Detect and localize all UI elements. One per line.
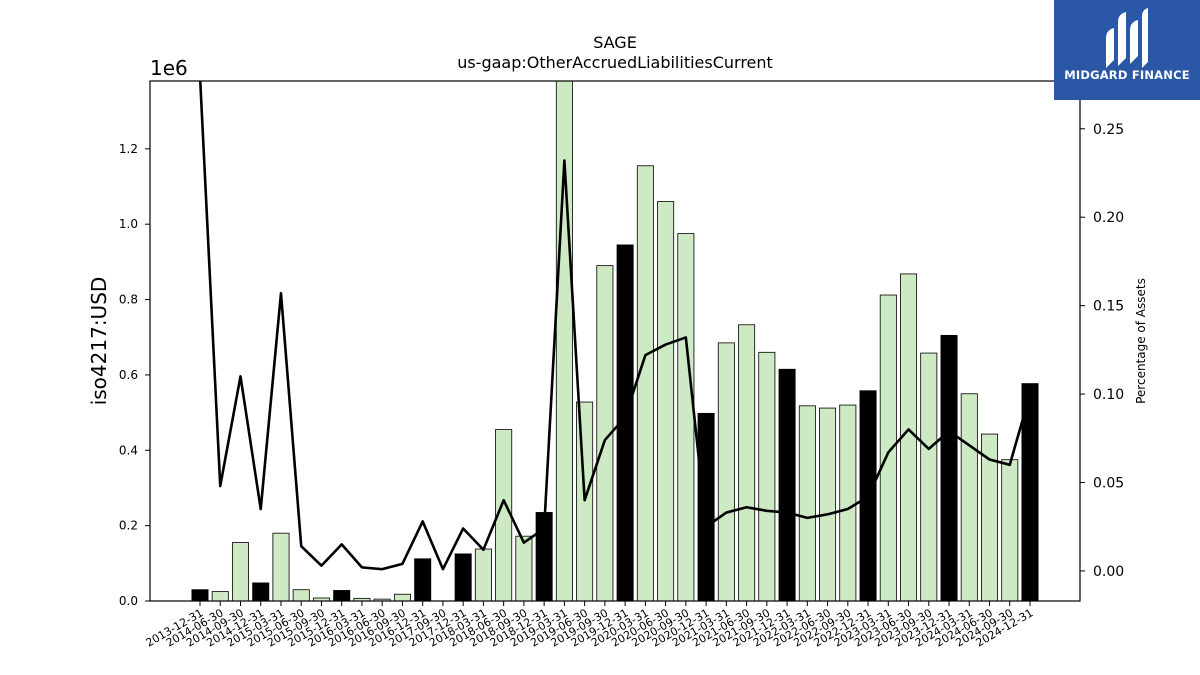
- y-tick-label: 0.8: [119, 293, 138, 307]
- bar: [272, 532, 290, 602]
- bar: [657, 201, 675, 602]
- bar: [636, 165, 654, 602]
- bar: [697, 412, 715, 602]
- bar: [292, 589, 310, 602]
- bar: [231, 542, 249, 602]
- bar: [940, 334, 958, 602]
- logo-text: MIDGARD FINANCE: [1064, 68, 1190, 82]
- bar: [393, 593, 411, 602]
- y2-tick-label: 0.00: [1093, 564, 1124, 580]
- y2-tick-label: 0.05: [1093, 475, 1124, 491]
- y2-tick-label: 0.25: [1093, 122, 1124, 138]
- y2-tick-label: 0.15: [1093, 299, 1124, 315]
- bar: [738, 324, 756, 602]
- y2-tick-label: 0.20: [1093, 210, 1124, 226]
- y-tick-label: 0.0: [119, 594, 138, 608]
- y-axis-label: iso4217:USD: [87, 277, 111, 406]
- bar: [717, 342, 735, 602]
- bar: [819, 407, 837, 602]
- bar: [879, 294, 897, 602]
- bar: [1001, 459, 1019, 602]
- bar: [960, 393, 978, 602]
- y-tick-label: 0.6: [119, 368, 138, 382]
- chart-subtitle: us-gaap:OtherAccruedLiabilitiesCurrent: [457, 53, 773, 72]
- bar: [758, 351, 776, 602]
- y-tick-label: 0.2: [119, 519, 138, 533]
- logo-mark-icon: [1106, 8, 1148, 68]
- bar: [515, 535, 533, 602]
- bar: [414, 558, 432, 602]
- bar: [839, 404, 857, 602]
- y-offset-label: 1e6: [150, 56, 188, 80]
- plot-frame: [149, 80, 1081, 602]
- bar: [778, 368, 796, 602]
- bar: [474, 548, 492, 602]
- bar: [191, 589, 209, 602]
- bar: [333, 590, 351, 602]
- chart-title: SAGE: [593, 33, 637, 52]
- y2-tick-label: 0.10: [1093, 387, 1124, 403]
- bar: [920, 352, 938, 602]
- bar: [677, 233, 695, 602]
- y-tick-label: 1.2: [119, 142, 138, 156]
- bar: [798, 405, 816, 602]
- y-tick-label: 0.4: [119, 443, 138, 457]
- series-line: [198, 81, 1032, 571]
- bar: [454, 553, 472, 602]
- bar: [555, 80, 573, 602]
- bar: [211, 591, 229, 602]
- brand-logo: MIDGARD FINANCE: [1054, 0, 1200, 100]
- bar: [252, 582, 270, 602]
- bar: [576, 401, 594, 602]
- y2-axis-label: Percentage of Assets: [1134, 278, 1148, 404]
- y-tick-label: 1.0: [119, 217, 138, 231]
